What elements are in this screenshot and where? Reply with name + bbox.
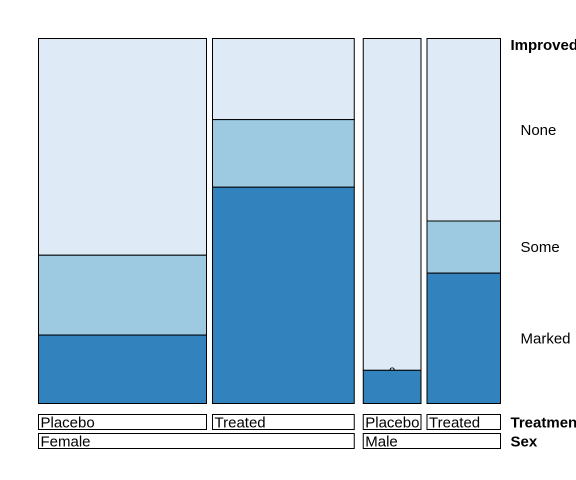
sex-strip-box-female xyxy=(38,433,355,449)
treatment-label-female-treated: Treated xyxy=(215,415,266,432)
treatment-strip-box-male-treated xyxy=(426,414,501,430)
sex-variable-title: Sex xyxy=(511,434,538,451)
response-variable-title: Improved xyxy=(511,37,576,54)
tile-female-treated-some xyxy=(212,119,355,188)
treatment-strip-box-male-placebo xyxy=(362,414,422,430)
tile-female-treated-marked xyxy=(212,186,355,404)
tile-female-placebo-some xyxy=(38,254,207,336)
tile-male-placebo-none xyxy=(362,38,422,371)
tile-male-placebo-marked xyxy=(362,369,422,404)
treatment-label-male-placebo: Placebo xyxy=(365,415,419,432)
treatment-label-female-placebo: Placebo xyxy=(41,415,95,432)
tile-male-treated-marked xyxy=(426,272,501,404)
treatment-label-male-treated: Treated xyxy=(429,415,480,432)
sex-strip-box-male xyxy=(362,433,501,449)
treatment-strip-box-female-placebo xyxy=(38,414,207,430)
response-level-label-none: None xyxy=(521,122,557,139)
tile-male-treated-none xyxy=(426,38,501,222)
sex-label-female: Female xyxy=(41,434,91,451)
tile-male-treated-some xyxy=(426,220,501,274)
tile-female-treated-none xyxy=(212,38,355,121)
tile-female-placebo-marked xyxy=(38,334,207,404)
treatment-strip-box-female-treated xyxy=(212,414,355,430)
sex-label-male: Male xyxy=(365,434,398,451)
tile-female-placebo-none xyxy=(38,38,207,256)
treatment-variable-title: Treatment xyxy=(511,415,576,432)
response-level-label-marked: Marked xyxy=(521,330,571,347)
response-level-label-some: Some xyxy=(521,239,560,256)
